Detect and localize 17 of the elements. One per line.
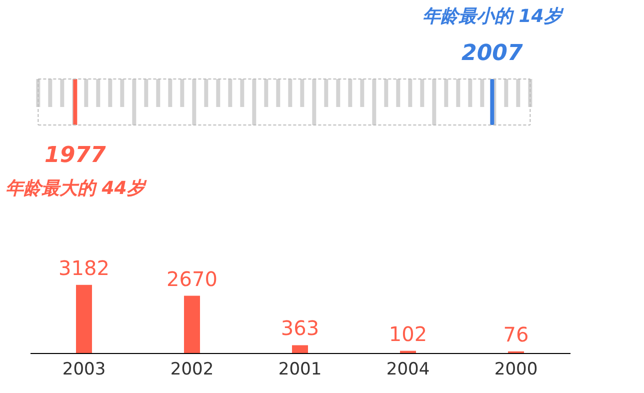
data-label: 363 [280,316,320,340]
text: 1977 [44,143,106,168]
x-tick-label: 2002 [170,360,214,380]
text: 2007 [462,41,524,66]
x-tick-label: 2004 [386,360,430,380]
data-label: 3182 [58,256,110,280]
x-tick-label: 2003 [62,360,106,380]
bar [76,284,92,353]
data-label: 102 [388,322,428,346]
text: 年龄最大的 44岁 [6,178,147,199]
x-tick-label: 2000 [494,360,538,380]
data-label: 76 [503,322,529,346]
bar [184,296,200,353]
x-tick-label: 2001 [278,360,322,380]
text: 年龄最小的 14岁 [422,6,564,27]
data-label: 2670 [166,266,218,291]
bar [292,345,308,353]
